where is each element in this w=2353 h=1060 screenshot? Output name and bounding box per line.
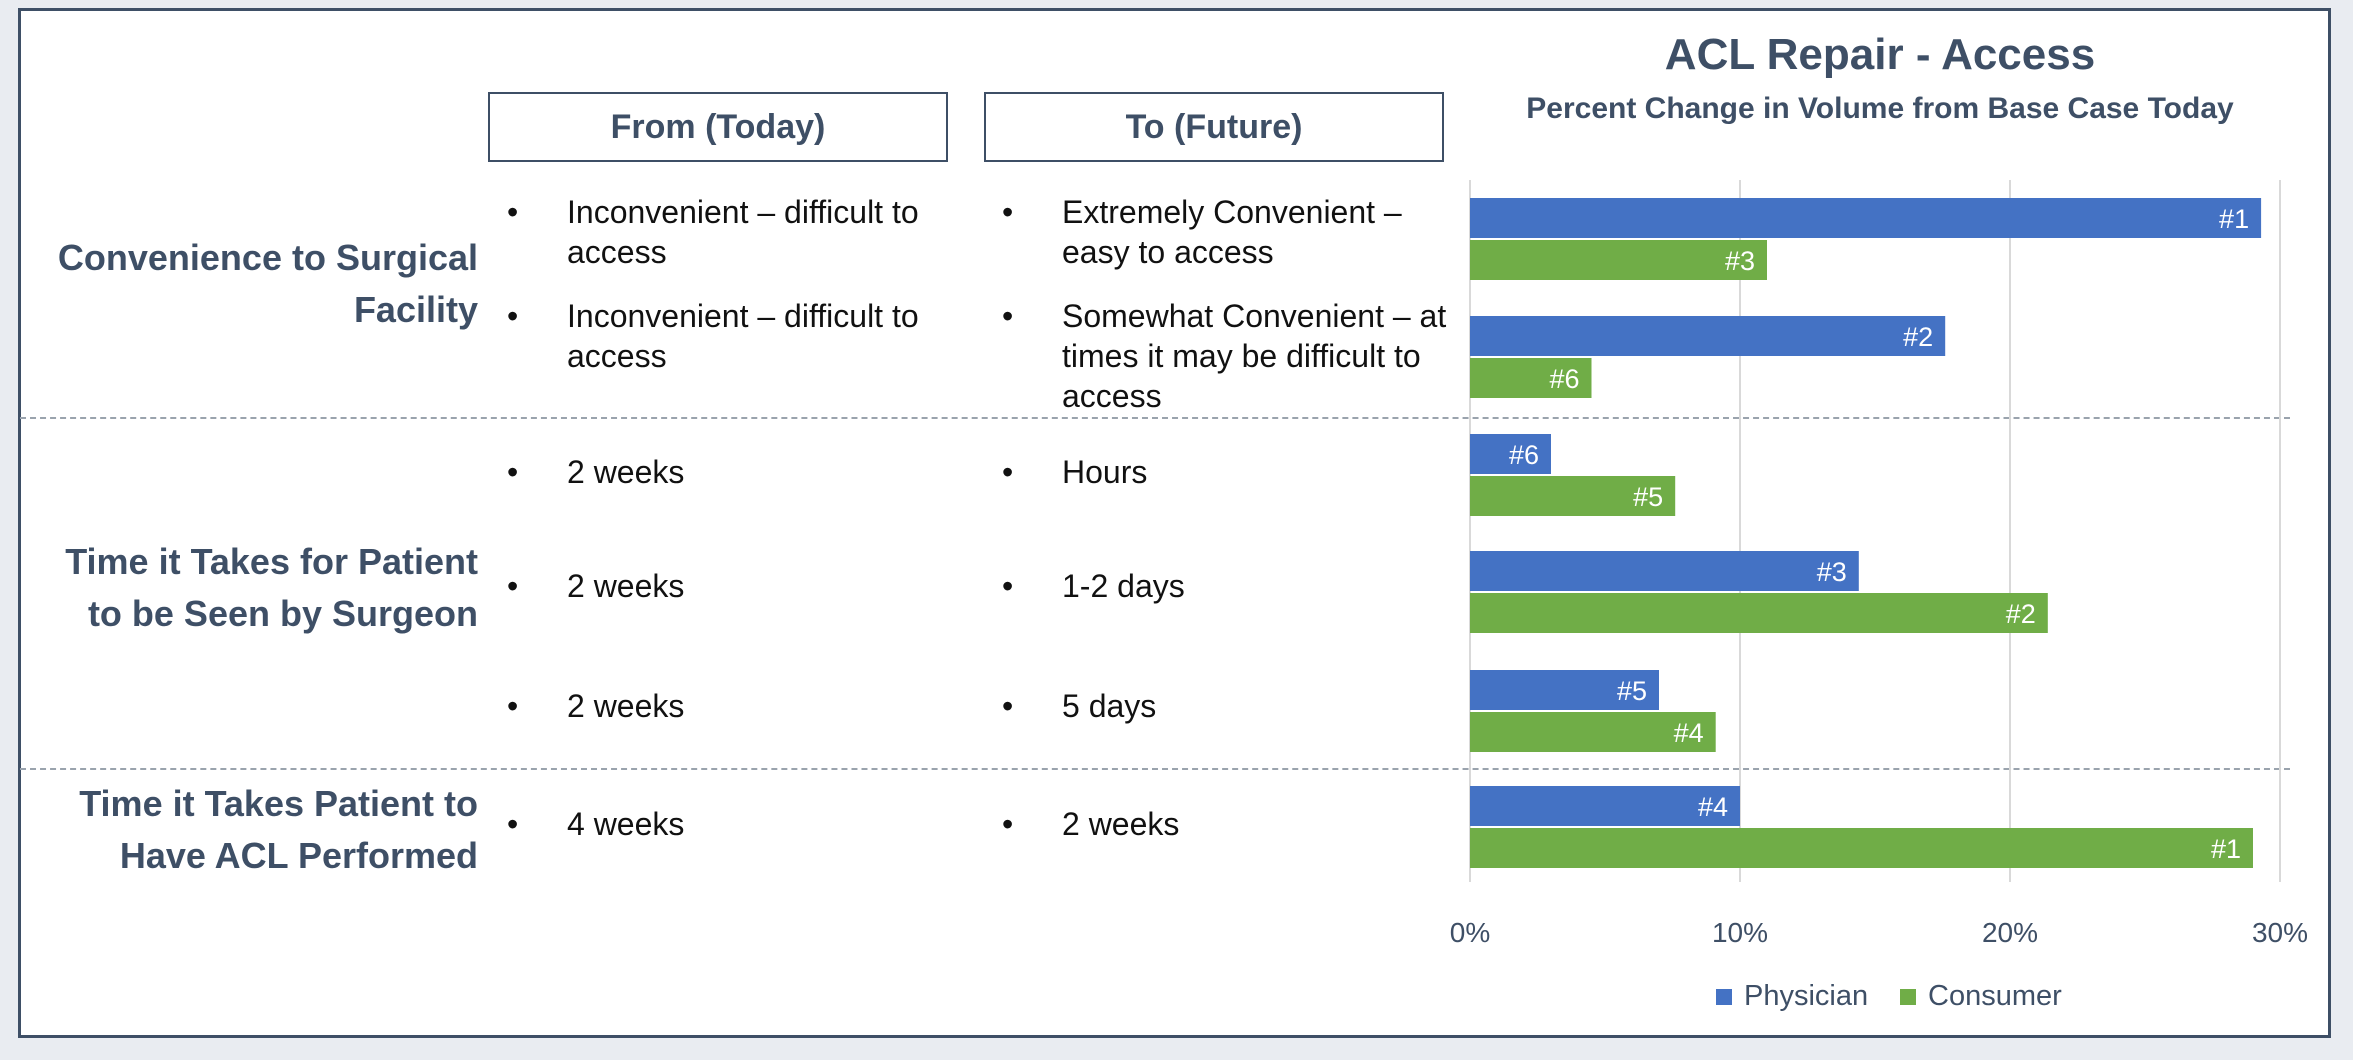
legend-swatch (1900, 988, 1916, 1005)
consumer-bar (1470, 593, 2048, 633)
factor-time-to-have-acl: Time it Takes Patient to Have ACL Perfor… (79, 783, 478, 876)
physician-bar (1470, 786, 1740, 826)
factor-time-to-be-seen: Time it Takes for Patient to be Seen by … (65, 541, 478, 634)
chart-title: ACL Repair - Access (1664, 30, 2096, 79)
bar-rank-label: #5 (1633, 482, 1663, 512)
bar-rank-label: #6 (1509, 440, 1539, 470)
bar-rank-label: #5 (1617, 676, 1647, 706)
x-tick-label: 20% (1982, 917, 2038, 948)
bar-rank-label: #2 (2006, 599, 2036, 629)
physician-bar (1470, 434, 1551, 474)
bar-rank-label: #1 (2211, 834, 2241, 864)
chart-subtitle: Percent Change in Volume from Base Case … (1526, 92, 2234, 125)
consumer-bar (1470, 712, 1716, 752)
from-today-header: From (Today) (488, 92, 948, 162)
section-divider (20, 768, 2290, 770)
section-divider (20, 417, 2290, 419)
bar-rank-label: #2 (1903, 322, 1933, 352)
factor-convenience: Convenience to Surgical Facility (57, 237, 478, 330)
physician-bar (1470, 198, 2262, 238)
physician-bar (1470, 316, 1946, 356)
legend-label: Physician (1744, 980, 1869, 1012)
physician-bar (1470, 670, 1659, 710)
bar-rank-label: #6 (1549, 364, 1579, 394)
bar-rank-label: #4 (1698, 792, 1728, 822)
bar-rank-label: #3 (1817, 557, 1847, 587)
bar-rank-label: #4 (1674, 718, 1704, 748)
bar-rank-label: #3 (1725, 246, 1755, 276)
bar-rank-label: #1 (2219, 204, 2249, 234)
consumer-bar (1470, 358, 1592, 398)
x-tick-label: 30% (2252, 917, 2308, 948)
legend-swatch (1716, 988, 1732, 1005)
legend-consumer: Consumer (1900, 980, 2062, 1013)
x-tick-label: 0% (1450, 917, 1490, 948)
to-future-header: To (Future) (984, 92, 1444, 162)
consumer-bar (1470, 240, 1767, 280)
physician-bar (1470, 551, 1859, 591)
x-tick-label: 10% (1712, 917, 1768, 948)
legend-physician: Physician (1716, 980, 1868, 1013)
consumer-bar (1470, 828, 2253, 868)
consumer-bar (1470, 476, 1676, 516)
legend-label: Consumer (1928, 980, 2062, 1012)
